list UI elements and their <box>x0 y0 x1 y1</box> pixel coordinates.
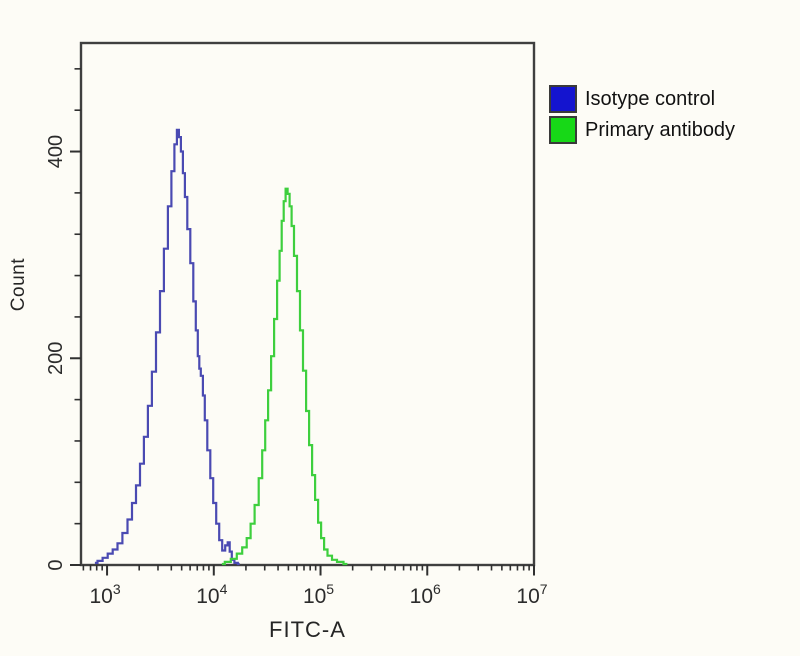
y-axis-tick-label: 400 <box>45 135 67 168</box>
y-axis-tick-label: 0 <box>45 559 67 570</box>
legend-label-isotype-control: Isotype control <box>585 88 716 110</box>
x-axis-title: FITC-A <box>269 617 346 642</box>
primary-antibody-swatch-icon <box>549 116 577 144</box>
x-axis-tick-label: 106 <box>410 581 441 608</box>
series-curve-primary-antibody <box>221 187 348 566</box>
isotype-control-swatch-icon <box>549 85 577 113</box>
x-axis-tick-label: 104 <box>196 581 227 608</box>
legend-item-primary-antibody: Primary antibody <box>549 116 735 144</box>
legend: Isotype control Primary antibody <box>549 85 735 147</box>
series-curve-isotype-control <box>94 128 240 566</box>
y-axis-tick-label: 200 <box>45 342 67 375</box>
y-axis-title: Count <box>8 258 29 312</box>
legend-item-isotype-control: Isotype control <box>549 85 735 113</box>
x-axis-tick-label: 105 <box>303 581 334 608</box>
x-axis-tick-label: 107 <box>516 581 547 608</box>
legend-label-primary-antibody: Primary antibody <box>585 119 736 141</box>
plot-frame <box>79 41 536 567</box>
x-axis-tick-label: 103 <box>89 581 120 608</box>
